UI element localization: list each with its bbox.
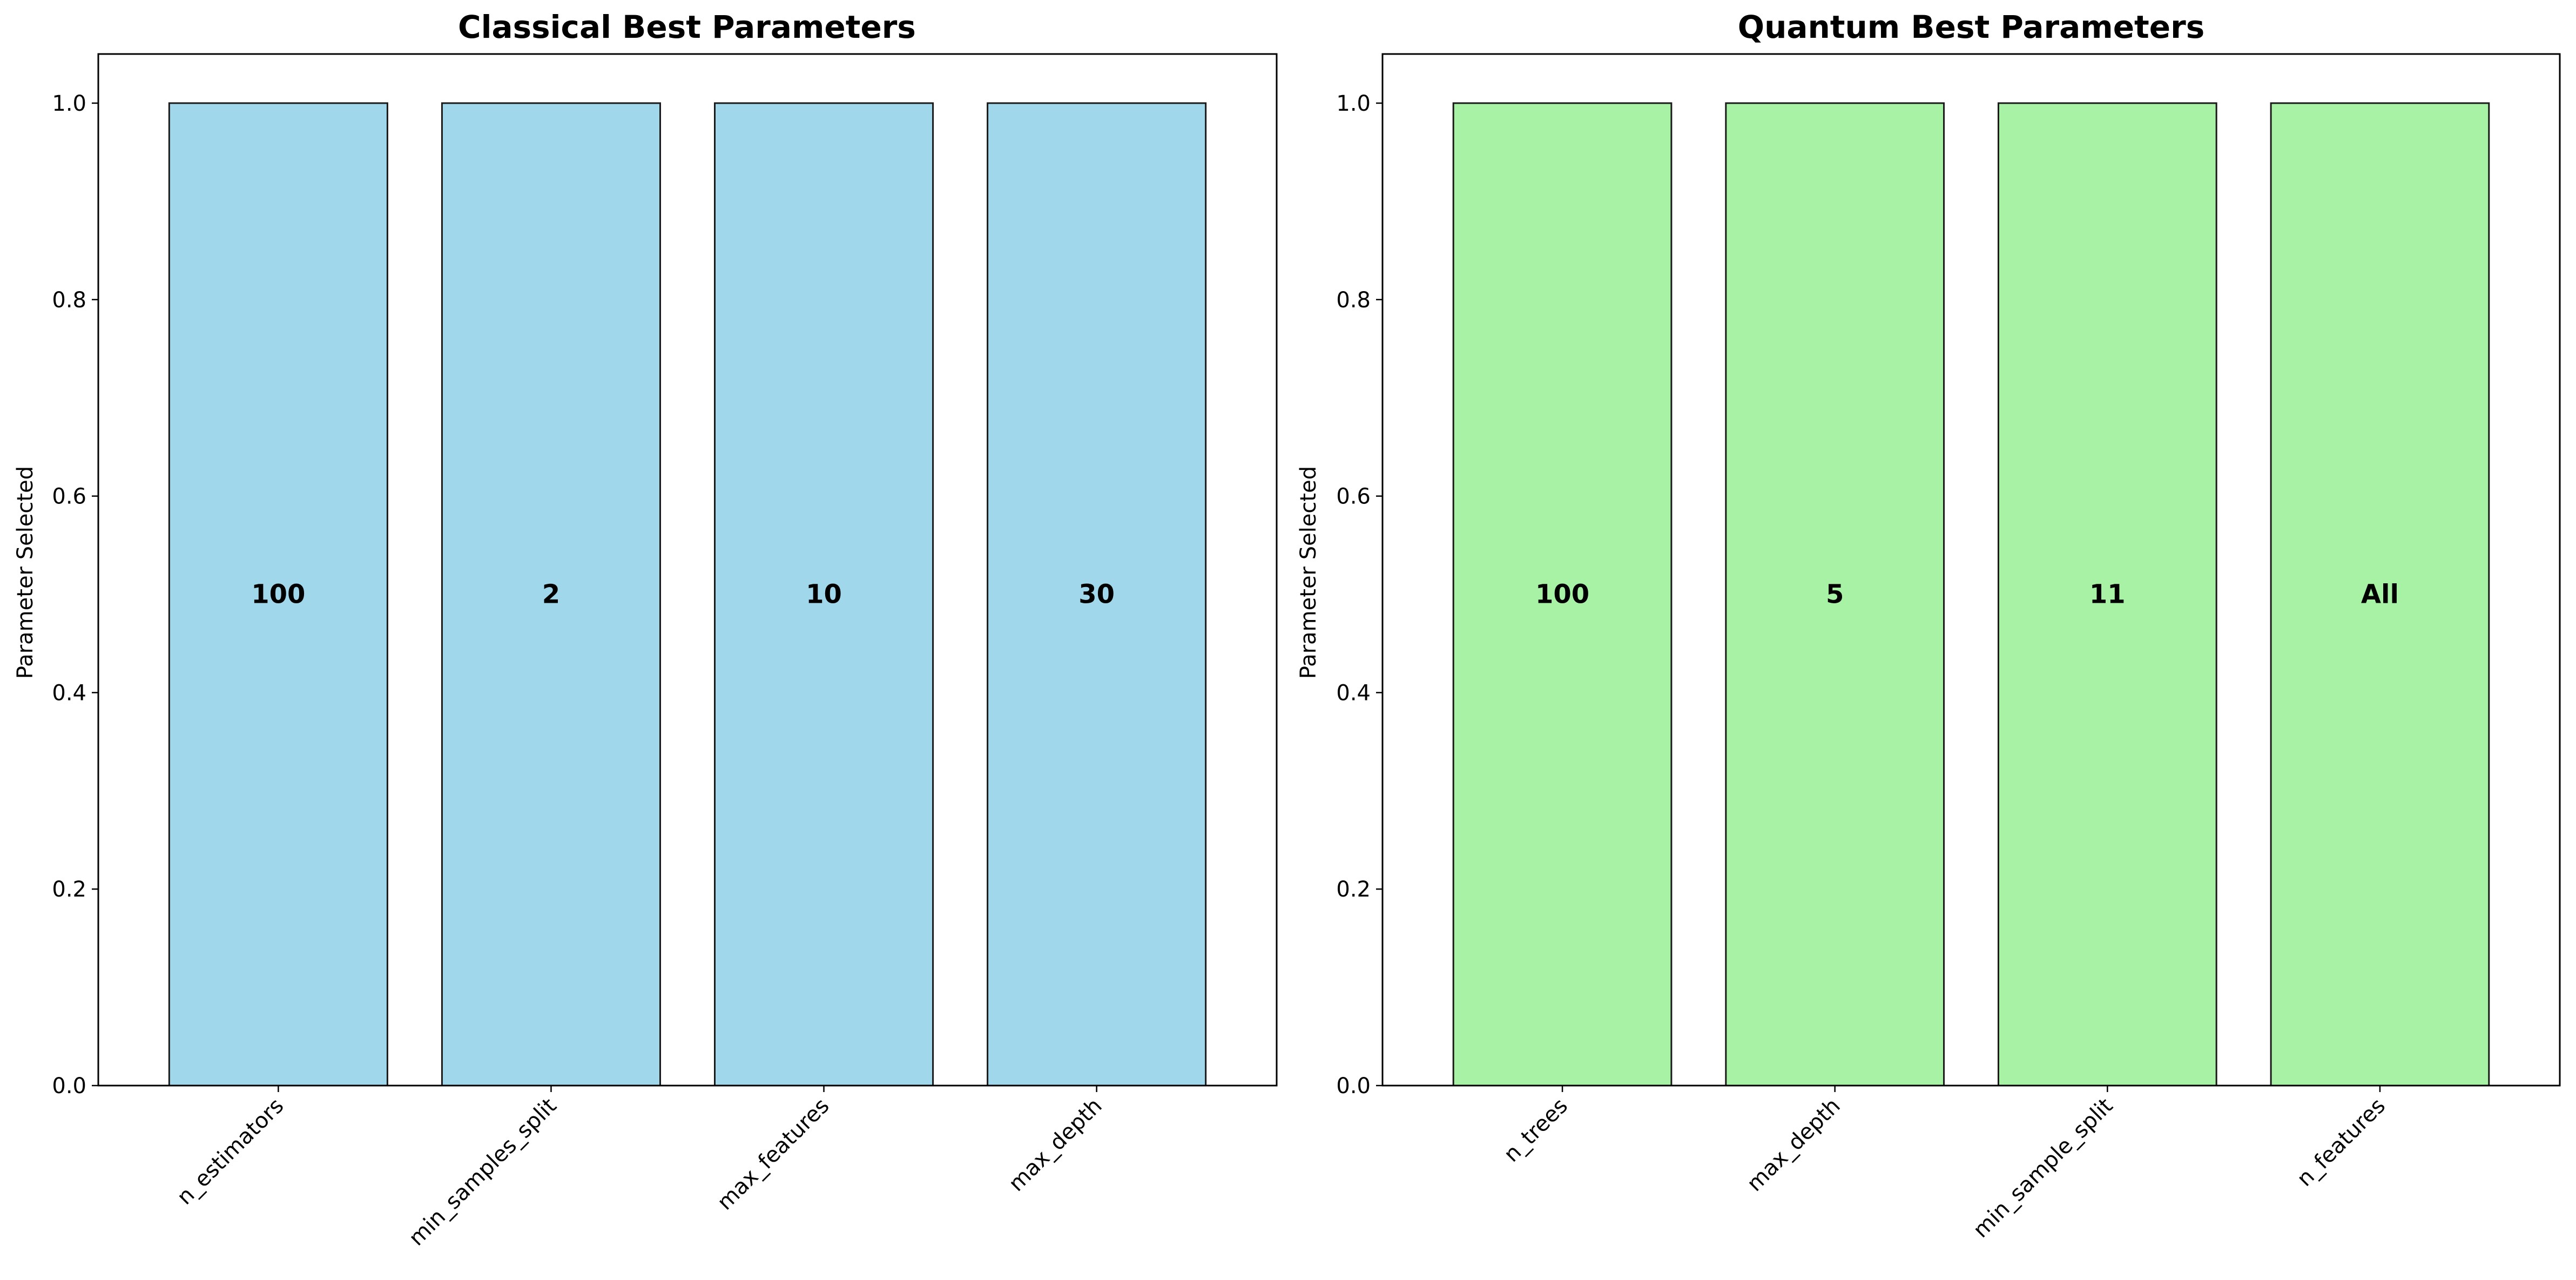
bar — [1452, 102, 1673, 1087]
bar — [2270, 102, 2490, 1087]
bar — [441, 102, 661, 1087]
chart-panel-classical: Classical Best Parameters Parameter Sele… — [13, 9, 1278, 1251]
bar — [987, 102, 1207, 1087]
bar-value-label: 30 — [1078, 579, 1115, 609]
y-tick-label: 0.8 — [52, 288, 86, 313]
y-axis-label: Parameter Selected — [1296, 466, 1321, 679]
chart-panel-quantum: Quantum Best Parameters Parameter Select… — [1296, 9, 2561, 1243]
y-tick-label: 0.2 — [1336, 877, 1371, 902]
bar — [168, 102, 388, 1087]
bar-value-label: 2 — [542, 579, 560, 609]
bar-value-label: 100 — [251, 579, 305, 609]
bar — [714, 102, 934, 1087]
bar-value-label: 100 — [1535, 579, 1589, 609]
y-tick-label: 0.8 — [1336, 288, 1371, 313]
y-tick-label: 0.4 — [1336, 681, 1371, 705]
y-tick-label: 0.0 — [52, 1074, 86, 1099]
y-tick-label: 0.6 — [52, 484, 86, 509]
y-tick-label: 0.4 — [52, 681, 86, 705]
bar-value-label: 11 — [2089, 579, 2126, 609]
y-axis-label: Parameter Selected — [13, 466, 38, 679]
bar — [1997, 102, 2217, 1087]
y-tick-label: 1.0 — [52, 91, 86, 116]
y-tick-label: 0.2 — [52, 877, 86, 902]
chart-title: Quantum Best Parameters — [1738, 9, 2204, 45]
y-tick-label: 0.0 — [1336, 1074, 1371, 1099]
y-tick-label: 1.0 — [1336, 91, 1371, 116]
chart-title: Classical Best Parameters — [458, 9, 916, 45]
bar-value-label: 5 — [1826, 579, 1844, 609]
bar-value-label: All — [2361, 579, 2399, 609]
y-tick-label: 0.6 — [1336, 484, 1371, 509]
bar-value-label: 10 — [806, 579, 842, 609]
bar — [1725, 102, 1945, 1087]
axes-frame — [97, 53, 1278, 1087]
axes-frame — [1381, 53, 2561, 1087]
